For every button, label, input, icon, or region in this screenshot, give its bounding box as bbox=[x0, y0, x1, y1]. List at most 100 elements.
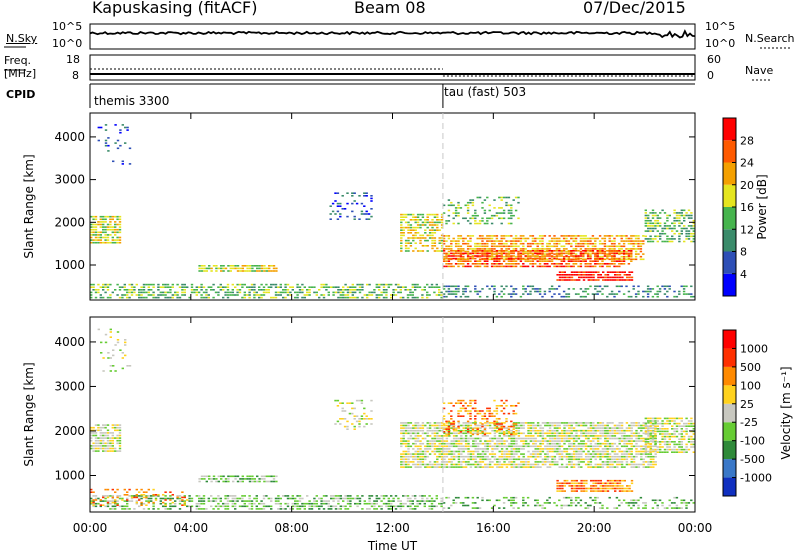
power-data-cell bbox=[349, 296, 352, 299]
velocity-data-cell bbox=[291, 508, 294, 510]
power-data-cell bbox=[536, 257, 539, 260]
power-data-cell bbox=[687, 217, 691, 219]
power-data-cell bbox=[522, 293, 525, 295]
power-data-cell bbox=[375, 296, 378, 299]
power-data-cell bbox=[241, 296, 244, 299]
velocity-data-cell bbox=[611, 445, 614, 448]
power-data-cell bbox=[200, 294, 203, 296]
velocity-data-cell bbox=[541, 458, 545, 461]
power-data-cell bbox=[409, 237, 413, 239]
power-data-cell bbox=[498, 265, 501, 268]
velocity-data-cell bbox=[565, 466, 569, 468]
velocity-data-cell bbox=[380, 505, 383, 508]
power-data-cell bbox=[555, 263, 559, 265]
velocity-data-cell bbox=[327, 505, 330, 508]
power-data-cell bbox=[656, 214, 659, 217]
velocity-data-cell bbox=[433, 427, 437, 429]
velocity-data-cell bbox=[157, 495, 160, 497]
velocity-data-cell bbox=[265, 495, 268, 497]
power-data-cell bbox=[486, 263, 489, 265]
velocity-data-cell bbox=[488, 424, 492, 427]
velocity-data-cell bbox=[424, 458, 427, 461]
velocity-data-cell bbox=[481, 442, 485, 445]
power-data-cell bbox=[215, 270, 218, 272]
power-data-cell bbox=[543, 263, 547, 265]
power-data-cell bbox=[104, 228, 107, 231]
velocity-data-cell bbox=[400, 427, 403, 429]
velocity-data-cell bbox=[327, 500, 330, 502]
velocity-data-cell bbox=[611, 432, 614, 435]
velocity-data-cell bbox=[613, 458, 617, 461]
velocity-data-cell bbox=[508, 429, 511, 432]
velocity-data-cell bbox=[428, 448, 432, 450]
power-data-cell bbox=[512, 265, 515, 268]
velocity-data-cell bbox=[580, 445, 583, 448]
power-data-cell bbox=[602, 271, 605, 273]
power-data-cell bbox=[589, 260, 592, 262]
velocity-data-cell bbox=[90, 439, 93, 442]
power-data-cell bbox=[229, 265, 232, 267]
velocity-data-cell bbox=[253, 497, 256, 500]
velocity-data-cell bbox=[589, 424, 593, 427]
power-data-cell bbox=[531, 257, 535, 260]
power-data-cell bbox=[555, 250, 559, 252]
power-data-cell bbox=[615, 293, 619, 295]
velocity-data-cell bbox=[474, 445, 477, 448]
power-data-cell bbox=[97, 289, 100, 291]
power-data-cell bbox=[272, 283, 275, 286]
velocity-data-cell bbox=[339, 508, 342, 510]
velocity-data-cell bbox=[553, 432, 557, 435]
power-data-cell bbox=[584, 288, 587, 290]
velocity-data-cell bbox=[584, 429, 588, 432]
power-data-cell bbox=[188, 296, 191, 299]
power-data-cell bbox=[613, 242, 616, 245]
power-data-cell bbox=[589, 248, 592, 250]
velocity-data-cell bbox=[346, 508, 350, 510]
velocity-data-cell bbox=[232, 480, 235, 483]
velocity-data-cell bbox=[114, 450, 117, 452]
velocity-data-cell bbox=[474, 424, 477, 427]
velocity-data-cell bbox=[270, 497, 273, 500]
velocity-data-cell bbox=[606, 437, 609, 440]
velocity-data-cell bbox=[227, 478, 230, 480]
velocity-data-cell bbox=[625, 453, 629, 455]
power-data-cell bbox=[421, 213, 425, 216]
velocity-data-cell bbox=[234, 497, 237, 500]
power-data-cell bbox=[92, 228, 95, 231]
power-data-cell bbox=[342, 291, 345, 294]
velocity-data-cell bbox=[315, 500, 318, 502]
power-data-cell bbox=[555, 245, 559, 248]
power-data-cell bbox=[332, 286, 335, 288]
power-data-cell bbox=[644, 235, 647, 238]
power-data-cell bbox=[586, 263, 590, 265]
velocity-data-cell bbox=[517, 448, 521, 450]
power-data-cell bbox=[476, 214, 479, 217]
velocity-data-cell bbox=[183, 500, 186, 502]
power-data-cell bbox=[162, 291, 165, 294]
velocity-data-cell bbox=[140, 502, 143, 505]
velocity-data-cell bbox=[368, 500, 371, 502]
velocity-data-cell bbox=[97, 424, 100, 426]
power-data-cell bbox=[457, 222, 460, 225]
velocity-data-cell bbox=[508, 435, 511, 437]
power-data-cell bbox=[109, 294, 112, 296]
velocity-data-cell bbox=[426, 445, 429, 448]
power-data-cell bbox=[92, 234, 95, 236]
power-data-cell bbox=[546, 242, 549, 245]
power-data-cell bbox=[692, 219, 695, 222]
power-data-cell bbox=[591, 260, 595, 262]
power-data-cell bbox=[99, 234, 102, 236]
power-data-cell bbox=[634, 237, 638, 240]
power-data-cell bbox=[597, 274, 600, 276]
velocity-data-cell bbox=[517, 445, 521, 448]
velocity-scatter-region-5 bbox=[442, 399, 520, 436]
power-data-cell bbox=[579, 245, 583, 248]
velocity-data-cell bbox=[587, 455, 590, 458]
velocity-data-cell bbox=[551, 440, 554, 442]
velocity-data-cell bbox=[563, 448, 566, 450]
power-data-cell bbox=[474, 263, 477, 265]
power-data-cell bbox=[685, 238, 688, 240]
velocity-data-cell bbox=[575, 479, 578, 482]
velocity-data-cell bbox=[520, 424, 523, 427]
velocity-data-cell bbox=[486, 422, 489, 424]
